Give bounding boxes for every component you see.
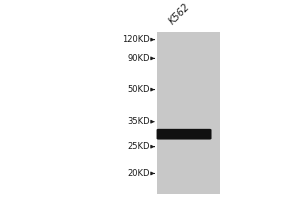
Text: 20KD: 20KD [128, 169, 150, 178]
Text: 50KD: 50KD [128, 85, 150, 94]
Text: 90KD: 90KD [128, 54, 150, 63]
Bar [158, 32, 220, 194]
FancyBboxPatch shape [157, 129, 211, 140]
Text: 35KD: 35KD [128, 117, 150, 126]
Text: 120KD: 120KD [122, 35, 150, 44]
Text: 25KD: 25KD [128, 142, 150, 151]
Text: K562: K562 [167, 1, 192, 26]
